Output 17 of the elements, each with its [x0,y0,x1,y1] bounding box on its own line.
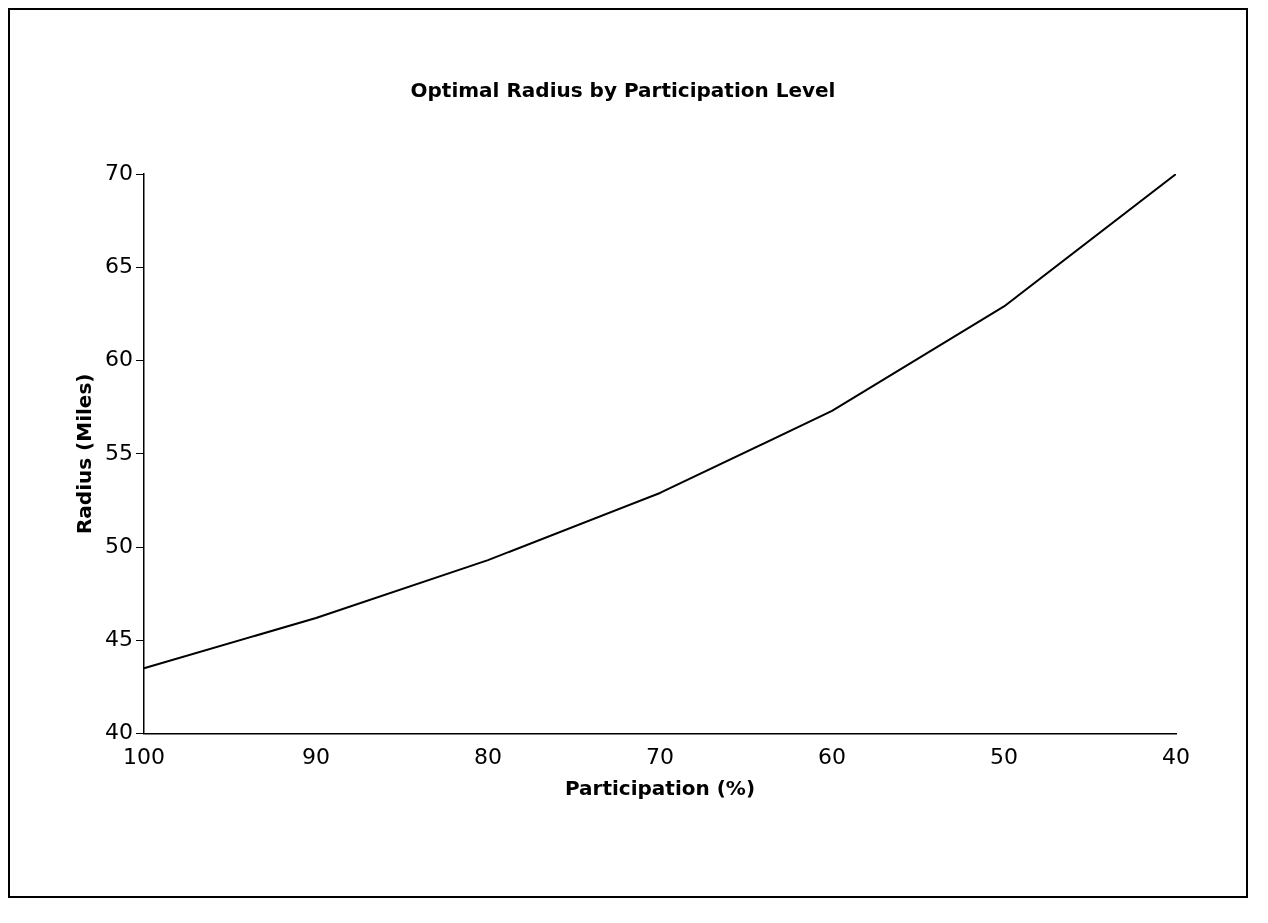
y-tick-label: 50 [104,532,133,558]
x-tick-label: 70 [646,743,674,769]
y-axis-title: Radius (Miles) [72,373,97,535]
y-tick-label: 45 [104,626,133,652]
x-tick-label: 100 [122,743,165,769]
x-tick-label: 50 [990,743,1018,769]
y-tick-label: 65 [104,252,133,278]
y-tick-label: 60 [104,346,133,372]
y-tick-label: 40 [104,719,133,745]
x-tick-label: 80 [474,743,502,769]
chart-title: Optimal Radius by Participation Level [410,78,836,103]
x-tick-label: 40 [1162,743,1190,769]
y-tick-label: 70 [104,159,133,185]
x-tick-label: 90 [302,743,330,769]
x-tick-label: 60 [818,743,846,769]
x-axis-title: Participation (%) [564,776,756,801]
y-tick-label: 55 [104,439,133,465]
